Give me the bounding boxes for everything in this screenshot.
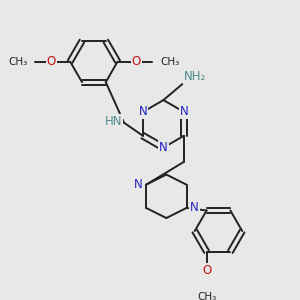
Text: N: N — [159, 141, 168, 154]
Text: N: N — [134, 178, 142, 191]
Text: CH₃: CH₃ — [160, 56, 180, 67]
Text: NH₂: NH₂ — [184, 70, 206, 83]
Text: N: N — [139, 106, 147, 118]
Text: O: O — [132, 55, 141, 68]
Text: N: N — [180, 106, 188, 118]
Text: O: O — [202, 264, 211, 277]
Text: N: N — [190, 201, 199, 214]
Text: HN: HN — [105, 115, 123, 128]
Text: CH₃: CH₃ — [8, 56, 27, 67]
Text: CH₃: CH₃ — [197, 292, 216, 300]
Text: O: O — [47, 55, 56, 68]
